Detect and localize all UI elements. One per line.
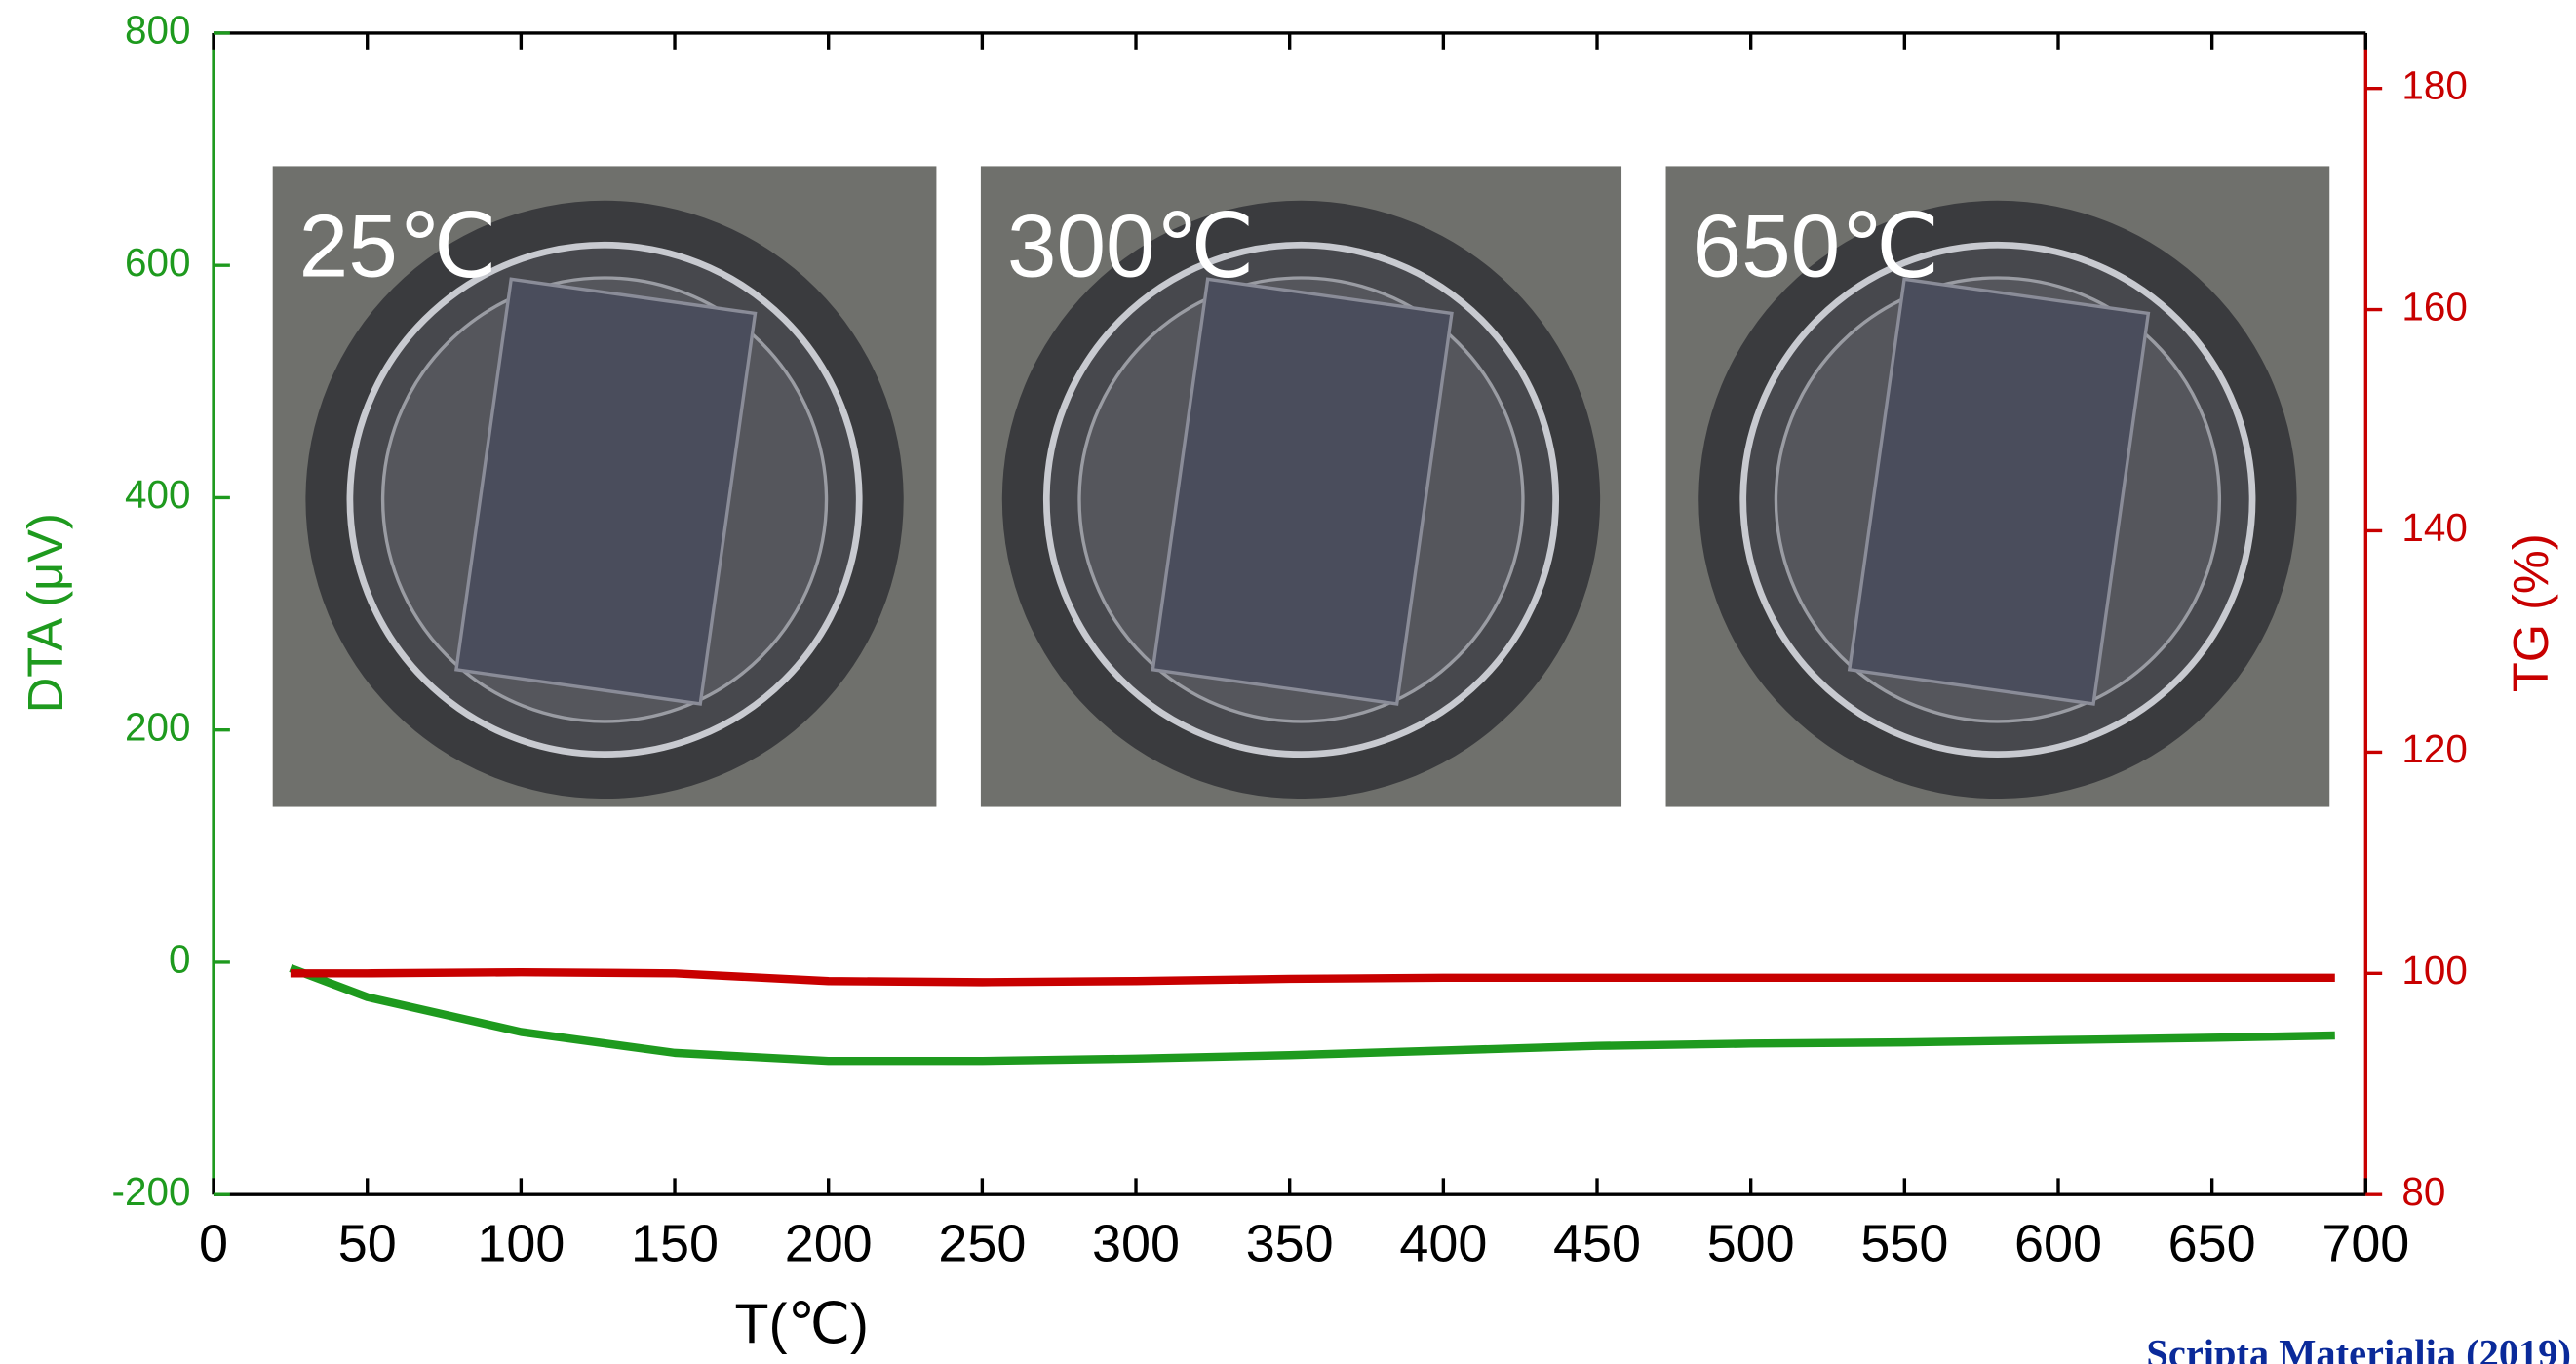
x-tick-label: 350 <box>1246 1214 1334 1272</box>
x-tick-label: 0 <box>199 1214 228 1272</box>
y-tick-label: 800 <box>125 8 190 53</box>
y-axis-label: DTA (μV) <box>18 513 73 713</box>
y-tick-label: 400 <box>125 472 190 517</box>
y2-tick-label: 140 <box>2401 505 2467 550</box>
y-tick-label: 200 <box>125 704 190 749</box>
y2-tick-label: 120 <box>2401 726 2467 771</box>
x-tick-label: 450 <box>1553 1214 1641 1272</box>
x-tick-label: 300 <box>1092 1214 1180 1272</box>
x-tick-label: 550 <box>1860 1214 1948 1272</box>
photo-label: 650℃ <box>1692 198 1939 296</box>
y-tick-label: 600 <box>125 240 190 285</box>
data-line <box>291 972 2335 982</box>
x-tick-label: 50 <box>338 1214 397 1272</box>
x-tick-label: 700 <box>2322 1214 2409 1272</box>
x-tick-label: 400 <box>1399 1214 1487 1272</box>
y2-tick-label: 160 <box>2401 284 2467 329</box>
photo-label: 25℃ <box>299 198 497 296</box>
sample <box>1152 279 1452 704</box>
y-tick-label: -200 <box>112 1169 191 1214</box>
sample <box>1850 279 2149 704</box>
photo-label: 300℃ <box>1007 198 1255 296</box>
x-axis-label: T(℃) <box>735 1293 869 1355</box>
x-tick-label: 100 <box>477 1214 565 1272</box>
y2-tick-label: 180 <box>2401 62 2467 107</box>
x-tick-label: 200 <box>785 1214 873 1272</box>
page: {"chart_data": {"type": "line", "x_label… <box>0 0 2576 1364</box>
y-tick-label: 0 <box>169 937 190 982</box>
x-tick-label: 150 <box>631 1214 719 1272</box>
sample <box>456 279 756 704</box>
x-tick-label: 500 <box>1707 1214 1795 1272</box>
chart: T(℃) DTA (μV) TG (%) Scripta Materialia … <box>0 0 2576 1364</box>
x-tick-label: 600 <box>2014 1214 2102 1272</box>
y2-tick-label: 80 <box>2401 1169 2445 1214</box>
y2-axis-label: TG (%) <box>2503 533 2558 692</box>
source: Scripta Materialia (2019) <box>2146 1331 2571 1364</box>
x-tick-label: 250 <box>938 1214 1026 1272</box>
y2-tick-label: 100 <box>2401 948 2467 993</box>
x-tick-label: 650 <box>2168 1214 2256 1272</box>
